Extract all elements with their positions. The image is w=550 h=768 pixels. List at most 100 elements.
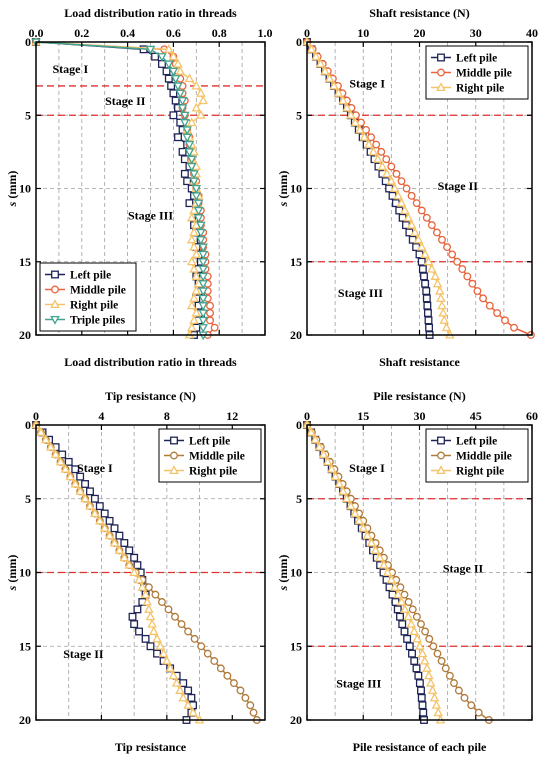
x-tick-label: 10 — [357, 26, 369, 40]
data-point — [439, 315, 450, 324]
data-point — [467, 701, 476, 710]
data-point — [341, 493, 352, 503]
data-point — [142, 596, 153, 606]
panel-caption: Pile resistance of each pile — [353, 740, 487, 754]
data-point — [320, 66, 330, 75]
data-point — [191, 102, 202, 112]
data-point — [423, 301, 432, 310]
stage-label: Stage III — [338, 286, 383, 300]
data-point — [165, 663, 175, 672]
data-point — [198, 258, 208, 268]
data-point — [354, 515, 364, 525]
data-point — [229, 679, 238, 688]
data-point — [36, 427, 46, 436]
data-point — [175, 89, 186, 99]
data-point — [180, 169, 189, 178]
data-point — [493, 309, 502, 317]
data-point — [362, 530, 373, 540]
data-point — [417, 648, 428, 658]
x-axis-title: Pile resistance (N) — [373, 389, 465, 403]
data-point — [433, 707, 444, 717]
data-point — [141, 634, 150, 643]
data-point — [422, 213, 431, 222]
data-point — [370, 545, 381, 554]
data-point — [458, 265, 467, 274]
data-point — [510, 323, 518, 332]
data-point — [393, 605, 402, 614]
data-point — [364, 139, 374, 149]
legend-entry-label: Left pile — [456, 53, 497, 65]
data-point — [151, 52, 160, 61]
data-point — [206, 301, 214, 310]
data-point — [186, 212, 197, 222]
y-tick-label: 15 — [290, 255, 302, 269]
legend: Left pile Middle pile Right pile — [158, 428, 262, 483]
legend-entry-label: Left pile — [70, 270, 111, 282]
stage-label: Stage II — [63, 647, 104, 661]
data-point — [306, 44, 317, 53]
x-tick-label: 4 — [98, 409, 104, 423]
data-point — [206, 316, 214, 325]
data-point — [145, 611, 156, 621]
x-tick-label: 45 — [470, 409, 482, 423]
y-axis-title: s (mm) — [276, 171, 290, 208]
data-point — [421, 627, 430, 636]
data-point — [412, 664, 421, 673]
data-point — [368, 146, 379, 156]
legend-marker — [437, 53, 445, 62]
data-point — [326, 463, 337, 473]
data-point — [422, 287, 431, 295]
data-point — [85, 500, 95, 510]
data-point — [169, 111, 178, 120]
data-point — [169, 89, 178, 98]
data-point — [110, 524, 119, 533]
data-point — [198, 302, 208, 311]
legend: Left pile Middle pile Right pile — [425, 45, 529, 100]
data-point — [468, 279, 477, 288]
data-point — [140, 589, 151, 599]
data-point — [155, 640, 166, 650]
data-point — [189, 177, 199, 187]
data-point — [387, 162, 396, 171]
data-point — [382, 155, 391, 164]
data-point — [400, 604, 410, 613]
data-point — [400, 205, 410, 215]
data-point — [406, 618, 417, 628]
data-point — [186, 234, 197, 244]
data-point — [191, 184, 202, 194]
data-point — [178, 147, 187, 156]
data-point — [171, 612, 179, 621]
data-point — [95, 502, 104, 511]
data-point — [177, 620, 186, 629]
data-point — [137, 581, 148, 591]
data-point — [41, 434, 51, 444]
data-point — [429, 642, 438, 651]
data-point — [501, 316, 509, 325]
data-point — [448, 250, 457, 259]
data-point — [386, 574, 397, 584]
data-point — [198, 324, 208, 333]
data-point — [197, 642, 206, 651]
data-point — [196, 221, 206, 231]
y-tick-label: 15 — [290, 639, 302, 653]
data-point — [71, 465, 80, 474]
y-tick-label: 0 — [25, 35, 31, 49]
legend-marker — [51, 285, 59, 294]
data-point — [433, 649, 442, 658]
data-point — [187, 693, 196, 702]
y-tick-label: 15 — [19, 255, 31, 269]
data-point — [182, 126, 192, 136]
y-tick-label: 0 — [296, 418, 302, 432]
data-point — [99, 522, 110, 532]
y-tick-label: 10 — [290, 182, 302, 196]
data-point — [191, 192, 202, 202]
data-point — [405, 642, 414, 651]
data-point — [392, 169, 401, 178]
data-point — [198, 316, 208, 326]
data-point — [418, 265, 427, 274]
data-point — [193, 206, 204, 216]
data-point — [430, 271, 441, 280]
data-point — [342, 102, 352, 112]
legend-marker — [170, 451, 178, 460]
legend-entry-label: Left pile — [456, 436, 497, 448]
